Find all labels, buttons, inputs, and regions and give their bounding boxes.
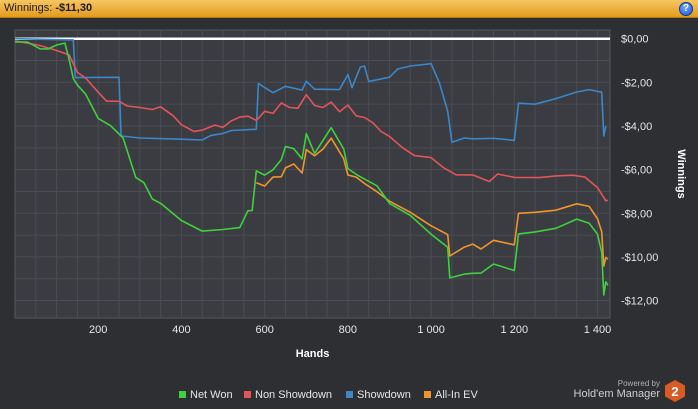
series-line-all-in-ev <box>256 137 609 267</box>
legend-swatch <box>346 391 353 398</box>
chart-legend: Net Won Non Showdown Showdown All-In EV <box>0 389 698 403</box>
legend-label: All-In EV <box>435 389 478 401</box>
y-tick-label: $0,00 <box>621 34 649 46</box>
title-bar: Winnings: -$11,30 ? <box>0 0 698 18</box>
logo-digit: 2 <box>671 384 678 399</box>
x-axis-label: Hands <box>296 348 330 360</box>
x-tick-label: 1 000 <box>417 324 445 336</box>
legend-item-non-showdown[interactable]: Non Showdown <box>244 389 332 401</box>
legend-swatch <box>179 391 186 398</box>
legend-label: Showdown <box>357 389 411 401</box>
winnings-label: Winnings: <box>4 2 53 14</box>
y-tick-label: -$6,00 <box>621 165 652 177</box>
series-line-showdown <box>14 37 607 143</box>
product-name: Hold'em Manager <box>573 388 660 400</box>
y-tick-label: -$4,00 <box>621 121 652 133</box>
x-tick-label: 200 <box>89 324 107 336</box>
legend-item-net-won[interactable]: Net Won <box>179 389 233 401</box>
y-tick-label: -$10,00 <box>621 252 658 264</box>
x-tick-label: 1 200 <box>501 324 529 336</box>
legend-label: Non Showdown <box>255 389 333 401</box>
legend-item-showdown[interactable]: Showdown <box>346 389 411 401</box>
winnings-value: -$11,30 <box>55 2 93 14</box>
y-tick-label: -$8,00 <box>621 208 652 220</box>
hem-logo-icon: 2 <box>665 380 685 402</box>
x-tick-label: 800 <box>339 324 357 336</box>
x-tick-label: 400 <box>172 324 190 336</box>
legend-swatch <box>244 391 251 398</box>
plot-area <box>14 29 611 319</box>
series-line-non-showdown <box>14 40 609 202</box>
powered-by-text: Powered by <box>617 379 660 388</box>
branding: Powered by Hold'em Manager <box>560 379 660 401</box>
help-icon[interactable]: ? <box>679 2 693 16</box>
x-tick-label: 600 <box>255 324 273 336</box>
legend-item-all-in-ev[interactable]: All-In EV <box>424 389 478 401</box>
winnings-summary: Winnings: -$11,30 <box>4 2 92 14</box>
series-line-net-won <box>14 41 609 296</box>
y-tick-label: -$2,00 <box>621 77 652 89</box>
y-axis-label: Winnings <box>675 149 687 198</box>
y-tick-label: -$12,00 <box>621 296 658 308</box>
legend-swatch <box>424 391 431 398</box>
x-tick-label: 1 400 <box>584 324 612 336</box>
legend-label: Net Won <box>190 389 233 401</box>
